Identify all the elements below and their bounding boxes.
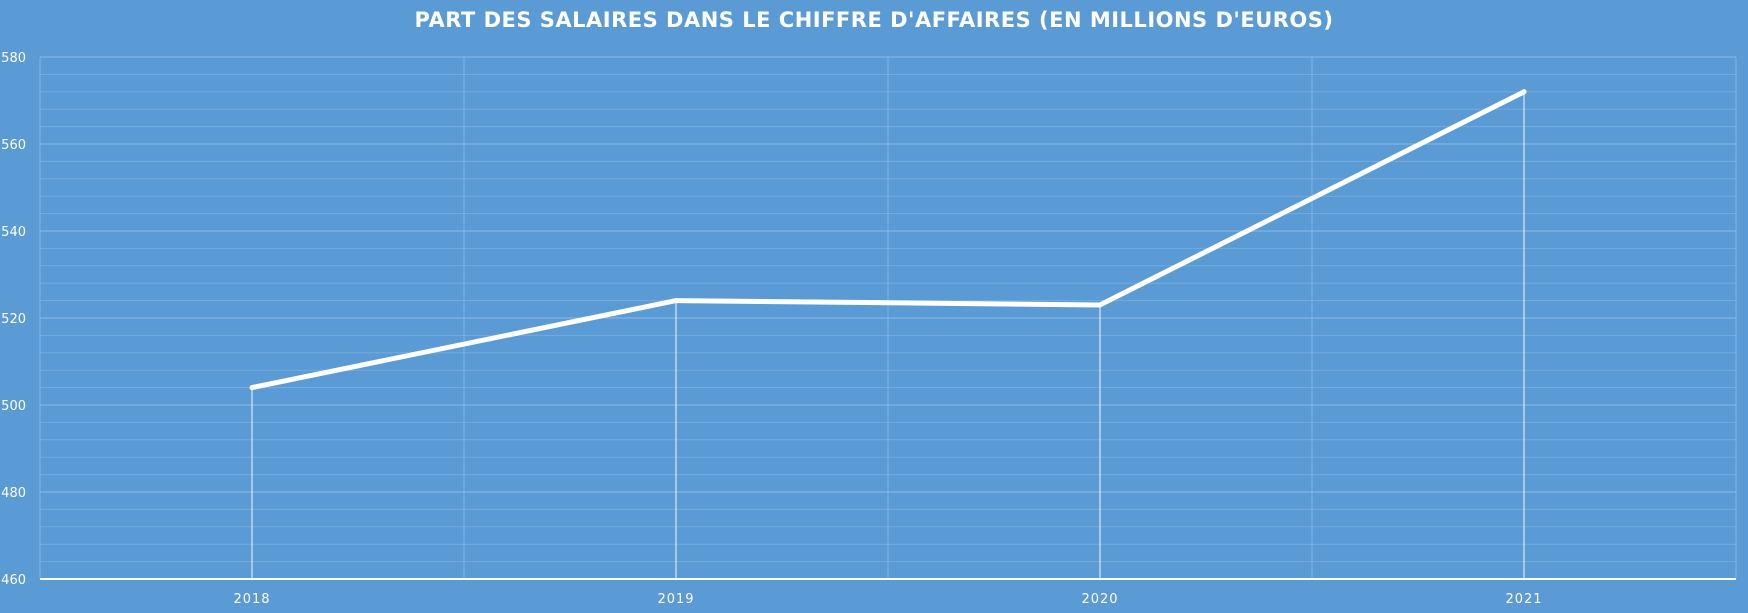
data-point [249,385,255,391]
x-tick-label: 2019 [657,592,694,607]
y-tick-label: 460 [1,573,26,588]
y-tick-label: 540 [1,225,26,240]
y-tick-label: 580 [1,51,26,66]
x-tick-label: 2018 [233,592,270,607]
data-point [1097,302,1103,308]
series [249,89,1527,391]
series-line [249,89,1527,391]
y-tick-label: 560 [1,138,26,153]
y-tick-label: 520 [1,312,26,327]
tick-labels: 460 480 500 520 540 560 580 2018 2019 2020 2021 [1,51,1542,607]
data-point [673,298,679,304]
y-tick-label: 480 [1,486,26,501]
y-tick-label: 500 [1,399,26,414]
gridlines [39,56,1737,579]
data-point [1521,89,1527,95]
chart-title: PART DES SALAIRES DANS LE CHIFFRE D'AFFA… [414,8,1334,32]
x-tick-label: 2021 [1505,592,1542,607]
x-tick-label: 2020 [1081,592,1118,607]
drop-lines [251,91,1525,579]
